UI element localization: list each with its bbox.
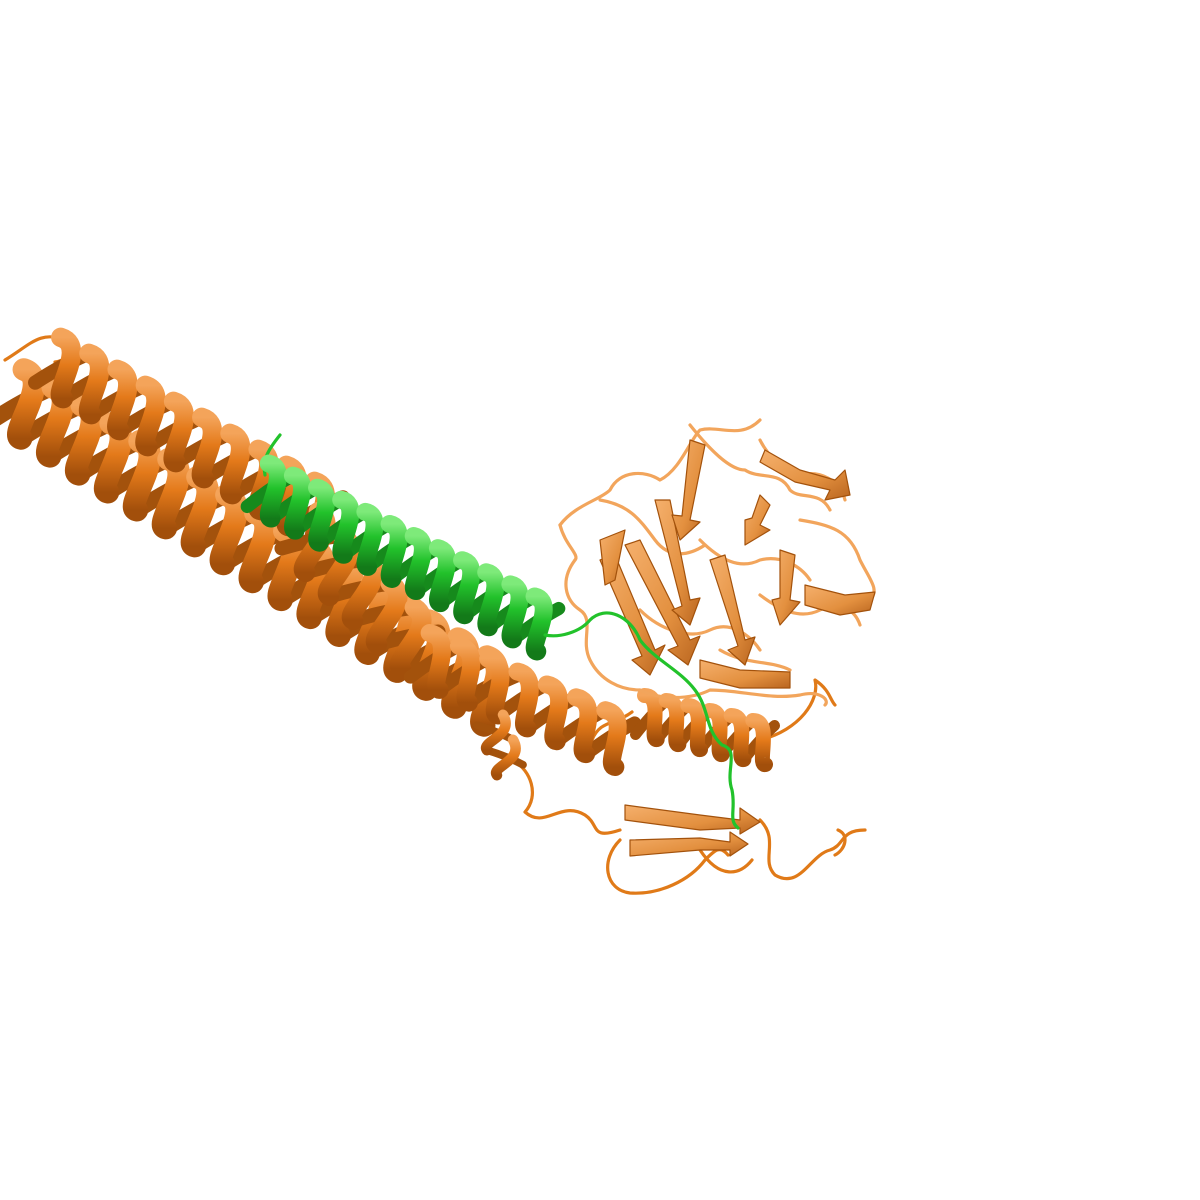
short-helix-propeller [630, 688, 780, 772]
propeller-strand-4 [671, 439, 706, 541]
propeller-loop-6 [564, 558, 642, 692]
propeller-strand-5 [709, 554, 756, 666]
propeller-strand-9 [804, 584, 876, 616]
propeller-helix-stub [599, 529, 626, 586]
propeller-strand-10 [699, 659, 791, 689]
peptide-helix [240, 454, 566, 661]
hairpin-strand-lower [629, 831, 749, 857]
propeller-strand-7 [744, 494, 771, 546]
propeller-loop-12 [558, 523, 578, 562]
helix-stub [473, 709, 527, 781]
propeller-strand-1 [599, 554, 666, 676]
propeller-loop-2 [598, 498, 707, 556]
propeller-loop-8 [698, 538, 812, 582]
propeller-loop-3 [688, 423, 832, 512]
hairpin-loop-bottom [698, 848, 754, 874]
hairpin-strand-upper [624, 804, 761, 835]
propeller-loop-11 [718, 648, 792, 672]
host-chain-loops [3, 335, 867, 895]
propeller-loop-1 [558, 418, 762, 527]
propeller-strand-2 [624, 539, 701, 666]
propeller-loop-10 [638, 608, 762, 652]
beta-propeller-domain [558, 418, 876, 857]
c-terminal-tail [758, 818, 867, 881]
connector-loop-lower [513, 760, 622, 835]
propeller-loop-5 [798, 518, 876, 602]
propeller-strand-8 [771, 549, 801, 626]
propeller-strand-6 [759, 449, 851, 501]
propeller-loop-7 [638, 688, 828, 707]
helix-lower-right [403, 624, 642, 776]
peptide-extended-coil [543, 611, 740, 830]
propeller-exit-loop [758, 678, 837, 742]
peptide-chain [240, 433, 740, 830]
tail-tip-loop [833, 828, 847, 857]
hairpin-loop-left [606, 838, 730, 895]
